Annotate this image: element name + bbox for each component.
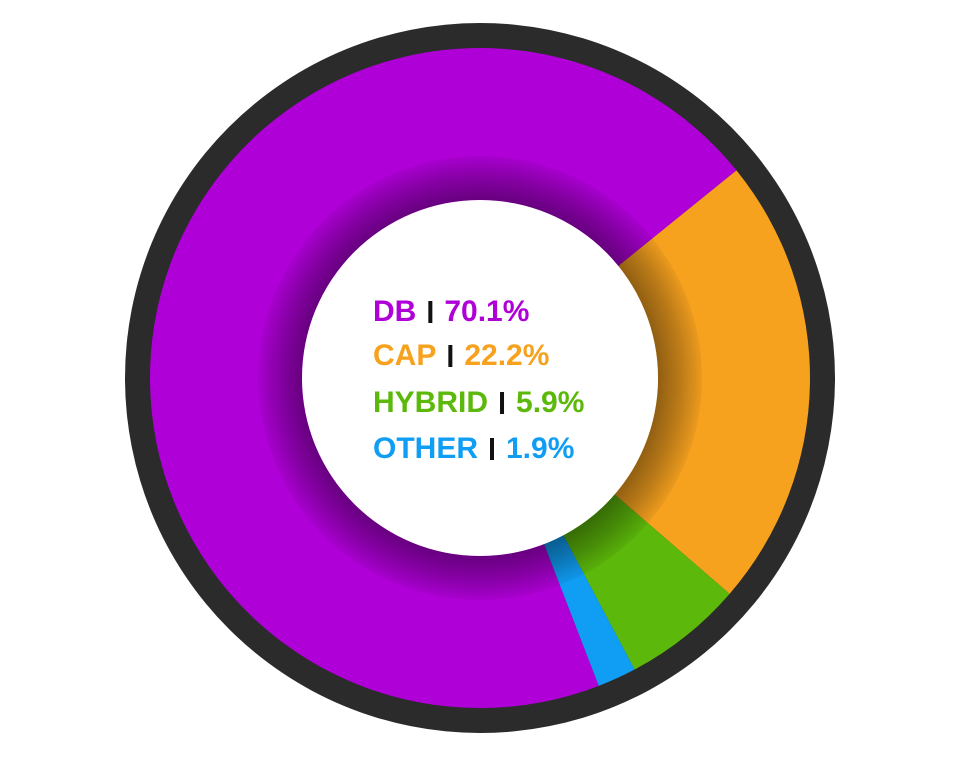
inner-shadow: [258, 156, 702, 600]
separator: [428, 301, 433, 323]
value-label: 5.9%: [516, 386, 584, 419]
value-label: 70.1%: [444, 295, 529, 328]
center-hole: [302, 200, 658, 556]
legend-label: CAP: [373, 339, 436, 372]
legend-label: HYBRID: [373, 386, 488, 419]
separator: [500, 392, 505, 414]
value-label: 1.9%: [506, 432, 574, 465]
separator: [448, 345, 453, 367]
legend-label: DB: [373, 295, 416, 328]
value-label: 22.2%: [464, 339, 549, 372]
separator: [490, 438, 494, 460]
legend-label: OTHER: [373, 432, 478, 465]
